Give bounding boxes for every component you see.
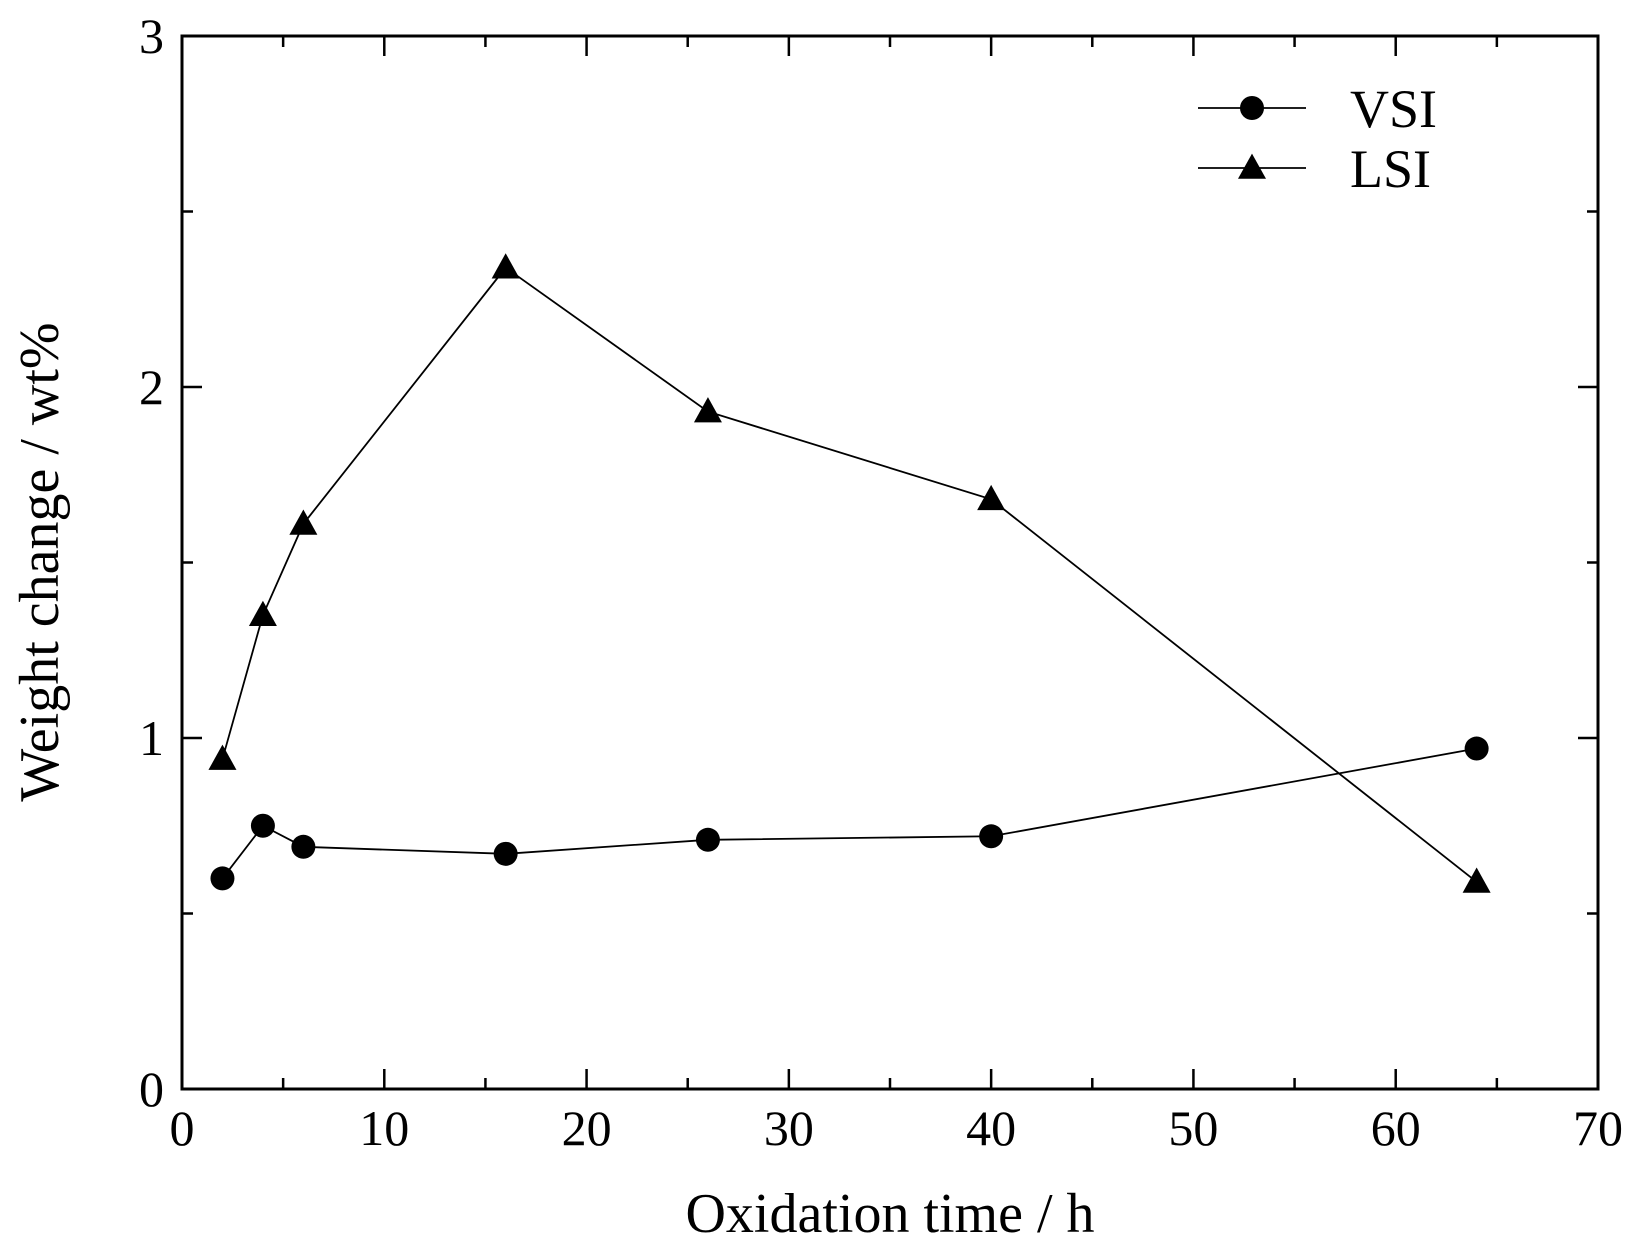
x-tick-label: 30 [764,1100,814,1156]
legend-item-lsi: LSI [1198,139,1431,199]
data-point-lsi [289,509,318,535]
y-tick-label: 2 [139,359,164,415]
series-lsi [208,253,1491,893]
series-line-vsi [221,747,1477,879]
y-tick-label: 1 [139,710,164,766]
data-point-lsi [1462,867,1491,893]
data-point-vsi [250,813,275,838]
legend-label-lsi: LSI [1350,139,1431,199]
data-point-lsi [977,484,1006,511]
y-tick-label: 0 [139,1061,164,1117]
data-point-lsi [491,253,520,279]
data-point-vsi [493,841,518,866]
data-point-vsi [1464,736,1489,761]
x-tick-label: 60 [1371,1100,1421,1156]
y-axis-title: Weight change / wt% [9,322,71,801]
data-point-lsi [208,744,237,770]
series-vsi [210,736,1489,891]
series-line-lsi [221,266,1478,883]
legend-marker-lsi [1238,153,1266,179]
y-axis-ticks: 0 1 2 3 [139,8,1598,1117]
x-tick-label: 10 [359,1100,409,1156]
legend-label-vsi: VSI [1350,79,1437,139]
data-point-vsi [291,834,316,859]
data-point-vsi [695,827,720,852]
legend-item-vsi: VSI [1198,79,1437,139]
legend-marker-vsi [1240,96,1264,120]
x-tick-label: 70 [1573,1100,1623,1156]
data-point-vsi [979,824,1004,849]
data-point-vsi [210,866,235,891]
x-tick-label: 20 [562,1100,612,1156]
x-axis-title: Oxidation time / h [685,1183,1094,1245]
x-axis-ticks: 0 10 20 30 40 50 60 70 [170,36,1623,1156]
x-tick-label: 0 [170,1100,195,1156]
x-tick-label: 50 [1168,1100,1218,1156]
y-tick-label: 3 [139,8,164,64]
data-point-lsi [693,397,722,423]
x-tick-label: 40 [966,1100,1016,1156]
data-point-lsi [248,600,277,626]
series-layer [208,253,1491,893]
